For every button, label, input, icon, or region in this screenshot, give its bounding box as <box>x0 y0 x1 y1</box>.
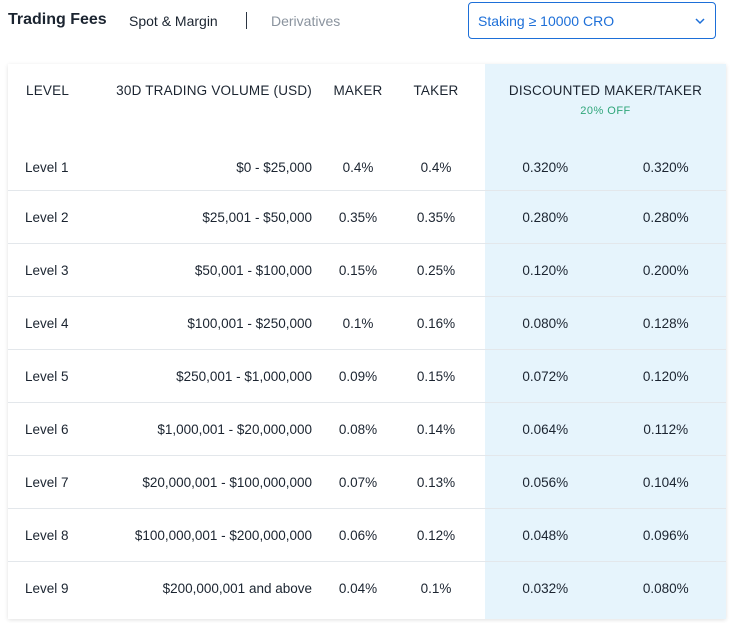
cell-discounted-taker: 0.320% <box>642 159 689 175</box>
cell-volume: $1,000,001 - $20,000,000 <box>88 402 312 456</box>
cell-taker: 0.15% <box>404 349 468 403</box>
cell-discounted-maker: 0.048% <box>485 508 606 562</box>
table-row: Level 9 $200,000,001 and above 0.04% 0.1% 0.… <box>8 561 726 614</box>
cell-discounted-maker: 0.120% <box>485 243 606 297</box>
cell-taker: 0.14% <box>404 402 468 456</box>
cell-discounted-maker: 0.080% <box>485 296 606 350</box>
header-taker: TAKER <box>413 83 459 98</box>
cell-discounted-taker: 0.120% <box>605 349 726 403</box>
tab-derivatives[interactable]: Derivatives <box>271 13 341 29</box>
cell-level: Level 4 <box>8 296 88 350</box>
cell-discounted-taker: 0.080% <box>605 561 726 614</box>
page-title: Trading Fees <box>8 11 107 28</box>
cell-discounted-maker: 0.280% <box>485 190 606 244</box>
cell-level: Level 1 <box>25 159 69 175</box>
cell-volume: $25,001 - $50,000 <box>88 190 312 244</box>
table-header-row: LEVEL 30D TRADING VOLUME (USD) MAKER TAK… <box>8 64 726 144</box>
cell-maker: 0.1% <box>312 296 404 350</box>
cell-maker: 0.08% <box>312 402 404 456</box>
cell-discounted-maker: 0.064% <box>485 402 606 456</box>
cell-volume: $100,001 - $250,000 <box>88 296 312 350</box>
cell-maker: 0.35% <box>312 190 404 244</box>
staking-select-value: Staking ≥ 10000 CRO <box>478 13 615 29</box>
cell-discounted-taker: 0.280% <box>605 190 726 244</box>
cell-discounted-taker: 0.200% <box>605 243 726 297</box>
table-row: Level 7 $20,000,001 - $100,000,000 0.07% 0.… <box>8 455 726 509</box>
cell-discounted-taker: 0.096% <box>605 508 726 562</box>
header-level: LEVEL <box>26 83 70 98</box>
table-row: Level 6 $1,000,001 - $20,000,000 0.08% 0.14… <box>8 402 726 456</box>
chevron-down-icon <box>695 18 705 25</box>
cell-discounted-maker: 0.056% <box>485 455 606 509</box>
cell-level: Level 7 <box>8 455 88 509</box>
cell-level: Level 5 <box>8 349 88 403</box>
table-row: Level 4 $100,001 - $250,000 0.1% 0.16% 0.080… <box>8 296 726 350</box>
fee-table: LEVEL 30D TRADING VOLUME (USD) MAKER TAK… <box>8 64 726 614</box>
table-row: Level 3 $50,001 - $100,000 0.15% 0.25% 0.120… <box>8 243 726 297</box>
table-row: Level 1 $0 - $25,000 0.4% 0.4% 0.320% 0.320% <box>8 144 726 191</box>
cell-discounted-maker: 0.032% <box>485 561 606 614</box>
cell-maker: 0.04% <box>312 561 404 614</box>
table-row: Level 8 $100,000,001 - $200,000,000 0.06% 0… <box>8 508 726 562</box>
cell-level: Level 6 <box>8 402 88 456</box>
tab-spot-margin[interactable]: Spot & Margin <box>129 13 218 29</box>
table-row: Level 2 $25,001 - $50,000 0.35% 0.35% 0.280%… <box>8 190 726 244</box>
header-volume: 30D TRADING VOLUME (USD) <box>116 83 312 98</box>
cell-level: Level 9 <box>8 561 88 614</box>
cell-taker: 0.4% <box>420 159 452 175</box>
cell-discounted-taker: 0.112% <box>605 402 726 456</box>
cell-volume: $20,000,001 - $100,000,000 <box>88 455 312 509</box>
header-discounted: DISCOUNTED MAKER/TAKER 20% OFF <box>485 64 726 144</box>
cell-maker: 0.06% <box>312 508 404 562</box>
cell-discounted-taker: 0.104% <box>605 455 726 509</box>
cell-taker: 0.16% <box>404 296 468 350</box>
cell-taker: 0.25% <box>404 243 468 297</box>
cell-maker: 0.09% <box>312 349 404 403</box>
cell-taker: 0.12% <box>404 508 468 562</box>
cell-volume: $250,001 - $1,000,000 <box>88 349 312 403</box>
cell-maker: 0.4% <box>342 159 374 175</box>
cell-maker: 0.07% <box>312 455 404 509</box>
discount-badge: 20% OFF <box>580 105 631 117</box>
cell-volume: $100,000,001 - $200,000,000 <box>88 508 312 562</box>
cell-volume: $0 - $25,000 <box>236 159 312 175</box>
cell-maker: 0.15% <box>312 243 404 297</box>
cell-level: Level 8 <box>8 508 88 562</box>
cell-discounted-maker: 0.320% <box>522 159 569 175</box>
table-row: Level 5 $250,001 - $1,000,000 0.09% 0.15% 0.… <box>8 349 726 403</box>
cell-discounted-taker: 0.128% <box>605 296 726 350</box>
cell-level: Level 3 <box>8 243 88 297</box>
cell-taker: 0.13% <box>404 455 468 509</box>
cell-volume: $200,000,001 and above <box>88 561 312 614</box>
tab-divider <box>246 12 247 29</box>
header-maker: MAKER <box>333 83 383 98</box>
cell-level: Level 2 <box>8 190 88 244</box>
page-header: Trading Fees Spot & Margin Derivatives S… <box>0 0 734 60</box>
staking-select[interactable]: Staking ≥ 10000 CRO <box>468 2 716 39</box>
cell-taker: 0.1% <box>404 561 468 614</box>
cell-taker: 0.35% <box>404 190 468 244</box>
fee-table-card: LEVEL 30D TRADING VOLUME (USD) MAKER TAK… <box>8 64 726 619</box>
cell-volume: $50,001 - $100,000 <box>88 243 312 297</box>
cell-discounted-maker: 0.072% <box>485 349 606 403</box>
